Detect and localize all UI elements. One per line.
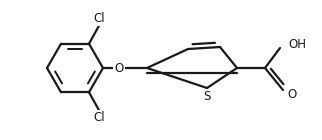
Text: O: O — [287, 88, 296, 101]
Text: S: S — [203, 90, 211, 103]
Text: Cl: Cl — [93, 111, 105, 124]
Text: Cl: Cl — [93, 12, 105, 25]
Text: O: O — [114, 61, 124, 74]
Text: OH: OH — [288, 38, 306, 51]
